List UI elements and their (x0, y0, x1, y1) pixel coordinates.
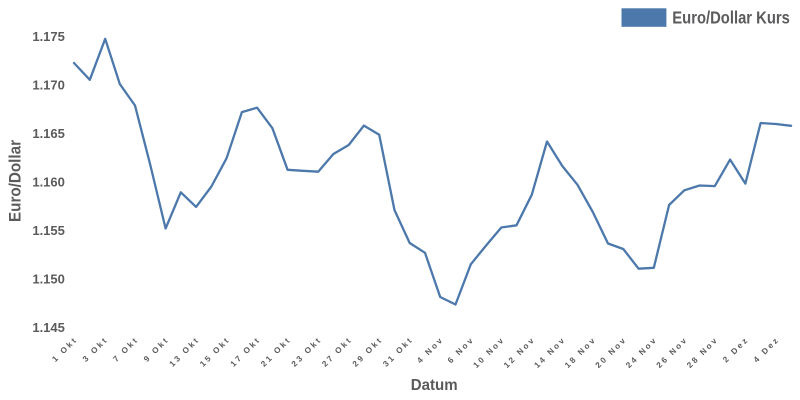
svg-text:4 Dez: 4 Dez (752, 335, 782, 365)
svg-text:27 Okt: 27 Okt (320, 335, 354, 369)
svg-text:13 Okt: 13 Okt (168, 335, 202, 369)
svg-text:21 Okt: 21 Okt (259, 335, 293, 369)
svg-text:1 Okt: 1 Okt (50, 335, 79, 364)
svg-text:1.155: 1.155 (32, 223, 65, 238)
svg-text:9 Okt: 9 Okt (142, 335, 171, 364)
svg-text:20 Nov: 20 Nov (594, 335, 629, 370)
svg-text:17 Okt: 17 Okt (229, 335, 263, 369)
svg-text:24 Nov: 24 Nov (624, 335, 659, 370)
svg-text:12 Nov: 12 Nov (502, 335, 537, 370)
svg-text:10 Nov: 10 Nov (472, 335, 507, 370)
svg-text:7 Okt: 7 Okt (111, 335, 140, 364)
svg-text:2 Dez: 2 Dez (721, 335, 751, 365)
svg-text:14 Nov: 14 Nov (533, 335, 568, 370)
svg-text:Datum: Datum (411, 377, 458, 394)
svg-text:3 Okt: 3 Okt (81, 335, 110, 364)
svg-text:28 Nov: 28 Nov (685, 335, 720, 370)
svg-text:1.165: 1.165 (32, 126, 65, 141)
svg-text:1.175: 1.175 (32, 29, 65, 44)
svg-text:15 Okt: 15 Okt (198, 335, 232, 369)
svg-text:26 Nov: 26 Nov (655, 335, 690, 370)
svg-text:1.145: 1.145 (32, 320, 65, 335)
svg-text:31 Okt: 31 Okt (381, 335, 415, 369)
svg-text:6 Nov: 6 Nov (446, 335, 476, 365)
svg-text:Euro/Dollar: Euro/Dollar (7, 139, 25, 222)
svg-text:1.170: 1.170 (32, 77, 65, 92)
svg-text:1.160: 1.160 (32, 174, 65, 189)
svg-text:4 Nov: 4 Nov (415, 335, 445, 365)
svg-text:1.150: 1.150 (32, 271, 65, 286)
svg-text:18 Nov: 18 Nov (563, 335, 598, 370)
svg-text:Euro/Dollar Kurs: Euro/Dollar Kurs (672, 8, 790, 28)
svg-text:23 Okt: 23 Okt (290, 335, 324, 369)
svg-text:29 Okt: 29 Okt (351, 335, 385, 369)
